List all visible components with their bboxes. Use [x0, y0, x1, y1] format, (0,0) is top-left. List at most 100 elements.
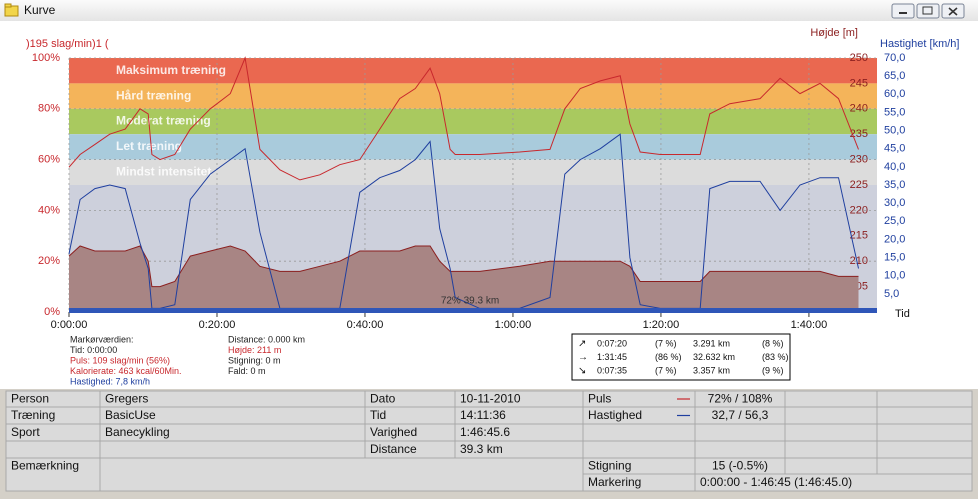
table-cell	[5, 440, 101, 459]
summary-cell: 3.291 km	[693, 338, 730, 348]
close-button[interactable]	[941, 3, 965, 19]
table-text: Varighed	[370, 425, 417, 439]
zone-label: Maksimum træning	[116, 63, 226, 77]
summary-cell: (8 %)	[762, 338, 784, 348]
speed-tick-label: 40,0	[884, 161, 905, 173]
altitude-tick-label: 215	[850, 230, 868, 242]
table-text: 10-11-2010	[460, 392, 521, 406]
summary-cell: 1:31:45	[597, 352, 627, 362]
table-text: Puls	[588, 392, 611, 406]
table-cell	[582, 423, 696, 442]
table-cell	[784, 406, 878, 425]
table-cell	[784, 423, 878, 442]
summary-cell: 0:07:20	[597, 338, 627, 348]
table-text: BasicUse	[105, 408, 156, 422]
y-tick-label: 40%	[38, 204, 60, 216]
table-text: Distance	[370, 442, 417, 456]
marker-info: Højde: 211 m	[228, 345, 281, 355]
summary-cell: (83 %)	[762, 352, 789, 362]
table-cell	[99, 440, 366, 459]
minimize-button[interactable]	[891, 3, 915, 19]
marker-info: Tid: 0:00:00	[70, 345, 117, 355]
title-bar	[0, 0, 978, 21]
altitude-tick-label: 230	[850, 154, 868, 166]
table-text: 32,7 / 56,3	[712, 408, 769, 422]
speed-axis-label: Hastighet [km/h]	[880, 38, 959, 50]
direction-arrow: ↗	[578, 339, 586, 350]
altitude-tick-label: 225	[850, 179, 868, 191]
altitude-area	[69, 246, 859, 312]
maximize-button[interactable]	[916, 3, 940, 19]
x-tick-label: 0:00:00	[51, 319, 88, 331]
table-text: Dato	[370, 392, 396, 406]
table-text: Bemærkning	[11, 459, 79, 473]
speed-tick-label: 25,0	[884, 215, 905, 227]
info-table: Person Gregers Dato 10-11-2010 Puls 72% / 108…	[5, 390, 973, 492]
table-text: Banecykling	[105, 425, 170, 439]
table-cell	[784, 390, 878, 408]
marking-bar[interactable]	[69, 308, 877, 313]
summary-cell: 3.357 km	[693, 365, 730, 375]
marker-info: Stigning: 0 m	[228, 355, 281, 365]
zone-band	[69, 108, 877, 135]
zone-band	[69, 134, 877, 160]
x-tick-label: 1:20:00	[643, 319, 680, 331]
speed-tick-label: 15,0	[884, 251, 905, 263]
summary-cell: 0:07:35	[597, 365, 627, 375]
speed-tick-label: 65,0	[884, 70, 905, 82]
table-text: 15 (-0.5%)	[712, 459, 768, 473]
table-text: Træning	[11, 408, 55, 422]
x-tick-label: 1:00:00	[495, 319, 532, 331]
speed-tick-label: 45,0	[884, 143, 905, 155]
heart-rate-line	[68, 56, 859, 181]
altitude-tick-label: 245	[850, 77, 868, 89]
summary-cell: (7 %)	[655, 365, 677, 375]
y-tick-label: 20%	[38, 255, 60, 267]
annotation: 72% 39.3 km	[441, 296, 499, 307]
table-text: 72% / 108%	[708, 392, 773, 406]
marker-info: Kalorierate: 463 kcal/60Min.	[70, 366, 182, 376]
speed-tick-label: 5,0	[884, 288, 899, 300]
table-text: Sport	[11, 425, 40, 439]
y-tick-label: 60%	[38, 154, 60, 166]
table-cell	[876, 423, 973, 442]
zone-label: Hård træning	[116, 88, 191, 102]
summary-cell: 32.632 km	[693, 352, 735, 362]
left-axis-label: )195 slag/min)1 (	[26, 38, 109, 50]
table-cell	[694, 440, 786, 459]
table-text: Markering	[588, 475, 641, 489]
table-cell	[876, 440, 973, 459]
marker-info: Markørværdien:	[70, 334, 134, 344]
altitude-tick-label: 250	[850, 52, 868, 64]
y-tick-label: 80%	[38, 103, 60, 115]
zone-label: Let træning	[116, 139, 182, 153]
altitude-axis-label: Højde [m]	[810, 27, 858, 39]
speed-tick-label: 30,0	[884, 197, 905, 209]
plot-area: Maksimum træning Hård træning Moderat træn…	[26, 27, 959, 331]
table-cell	[99, 457, 584, 492]
zone-label: Moderat træning	[116, 114, 211, 128]
marker-info: Hastighed: 7,8 km/h	[70, 376, 150, 386]
summary-box	[571, 333, 791, 381]
zone-band	[69, 159, 877, 185]
speed-tick-label: 20,0	[884, 233, 905, 245]
table-text: Stigning	[588, 459, 631, 473]
zone-label: Mindst intensitet	[116, 164, 211, 178]
altitude-tick-label: 235	[850, 128, 868, 140]
direction-arrow: ↘	[578, 366, 586, 377]
marker-info: Puls: 109 slag/min (56%)	[70, 355, 170, 365]
y-tick-label: 0%	[44, 306, 60, 318]
marker-info: Fald: 0 m	[228, 366, 266, 376]
speed-tick-label: 35,0	[884, 179, 905, 191]
table-cell	[784, 440, 878, 459]
altitude-tick-label: 220	[850, 204, 868, 216]
zone-band	[69, 83, 877, 109]
zone-band	[69, 58, 877, 84]
table-cell	[876, 406, 973, 425]
x-tick-label: 0:40:00	[347, 319, 384, 331]
table-text: 14:11:36	[460, 408, 506, 422]
marker-info: Distance: 0.000 km	[228, 334, 305, 344]
table-cell	[876, 390, 973, 408]
table-text: 0:00:00 - 1:46:45 (1:46:45.0)	[700, 475, 852, 489]
